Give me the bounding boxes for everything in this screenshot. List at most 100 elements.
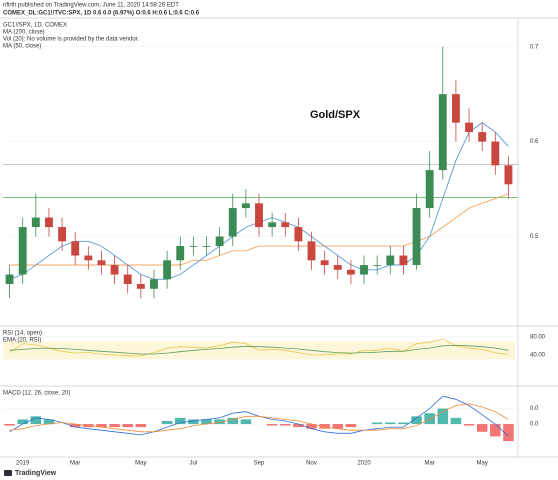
candle-body — [45, 217, 53, 228]
candle-body — [399, 255, 408, 266]
candle-body — [346, 269, 355, 275]
histogram-bar — [214, 419, 225, 425]
legend-entry: MA (50, close) — [3, 44, 41, 50]
legend-entry: RSI (14, open) — [3, 331, 42, 337]
candle-body — [5, 274, 14, 285]
histogram-bar — [188, 419, 199, 425]
footer-brand: TradingView — [15, 470, 57, 477]
candle-body — [228, 208, 237, 237]
histogram-bar — [174, 417, 186, 425]
y-tick-label: 0.6 — [530, 139, 539, 145]
series-line — [9, 344, 509, 355]
x-tick-label: 2020 — [357, 461, 371, 467]
candle-body — [438, 94, 447, 171]
histogram-bar — [109, 424, 120, 428]
histogram-bar — [4, 424, 15, 426]
candle-body — [150, 279, 158, 289]
histogram-bar — [135, 424, 147, 428]
candle-body — [281, 222, 290, 228]
histogram-bar — [293, 424, 304, 428]
x-tick-label: Nov — [306, 461, 317, 467]
x-tick-label: 2019 — [16, 461, 30, 467]
histogram-bar — [161, 420, 173, 425]
histogram-bar — [490, 424, 501, 437]
histogram-bar — [424, 413, 435, 425]
candle-body — [268, 222, 277, 228]
series-line — [9, 403, 509, 433]
candle-body — [58, 227, 67, 242]
histogram-bar — [503, 424, 514, 442]
y-tick-label: 0.5 — [530, 234, 539, 240]
y-tick-label: 40.00 — [530, 352, 546, 358]
histogram-bar — [17, 419, 28, 425]
legend-title: GC1!/SPX, 1D, COMEX — [3, 23, 67, 29]
candle-body — [360, 265, 368, 275]
candle-body — [491, 141, 500, 166]
histogram-bar — [96, 424, 107, 428]
y-tick-label: 0.0 — [530, 422, 539, 428]
x-tick-label: Sep — [254, 461, 265, 467]
histogram-bar — [227, 417, 238, 425]
series-line — [9, 193, 509, 266]
x-tick-label: Jul — [190, 461, 198, 467]
legend-entry: MA (200, close) — [3, 30, 45, 36]
histogram-bar — [345, 424, 357, 428]
histogram-bar — [332, 424, 344, 429]
histogram-bar — [240, 419, 252, 425]
candle-body — [189, 246, 198, 247]
candle-body — [241, 203, 250, 209]
candle-body — [163, 260, 172, 280]
histogram-bar — [30, 416, 42, 425]
histogram-bar — [385, 422, 396, 425]
histogram-bar — [122, 424, 133, 428]
candle-body — [320, 260, 329, 266]
histogram-bar — [69, 424, 81, 428]
histogram-bar — [201, 419, 212, 425]
histogram-bar — [437, 408, 449, 425]
candle-body — [71, 241, 80, 256]
annotation: Gold/SPX — [310, 109, 361, 121]
candle-body — [110, 265, 119, 275]
header-symbol: COMEX_DL:GC1!/TVC:SPX, 1D 0.6 0.0 (6.97%… — [3, 11, 200, 17]
candle-body — [425, 170, 434, 209]
histogram-bar — [280, 424, 291, 426]
candle-body — [478, 132, 487, 142]
candle-body — [84, 255, 93, 261]
candle-body — [176, 246, 185, 261]
candle-body — [504, 165, 513, 185]
legend-entry: EMA (20, RSI) — [3, 338, 41, 344]
candle-body — [215, 236, 224, 247]
histogram-bar — [398, 422, 409, 425]
candle-body — [202, 246, 211, 247]
histogram-bar — [306, 424, 317, 429]
x-tick-label: May — [477, 461, 488, 467]
histogram-bar — [266, 424, 278, 426]
candle-body — [294, 227, 303, 242]
histogram-bar — [43, 419, 55, 425]
y-tick-label: 80.00 — [530, 334, 546, 340]
histogram-bar — [450, 417, 462, 425]
histogram-bar — [411, 416, 422, 425]
candle-body — [18, 227, 27, 275]
candle-body — [97, 260, 106, 266]
x-tick-label: Mar — [70, 461, 80, 467]
candle-body — [255, 203, 263, 228]
series-line — [9, 338, 509, 357]
candle-body — [333, 265, 342, 270]
logo — [4, 470, 12, 476]
histogram-bar — [463, 424, 475, 426]
candle-body — [451, 94, 460, 123]
header-line: nfirth published on TradingView.com, Jun… — [3, 3, 179, 9]
y-tick-label: 0.0 — [530, 406, 539, 412]
legend-title: MACD (12, 26, close, 20) — [3, 391, 70, 397]
histogram-bar — [319, 424, 330, 429]
candle-body — [373, 265, 382, 266]
y-tick-label: 0.7 — [530, 44, 539, 50]
candle-body — [31, 217, 40, 228]
candle-body — [465, 122, 473, 133]
candle-body — [412, 208, 421, 266]
legend-note: Vol (20): No volume is provided by the d… — [3, 37, 139, 43]
x-tick-label: Mar — [424, 461, 434, 467]
